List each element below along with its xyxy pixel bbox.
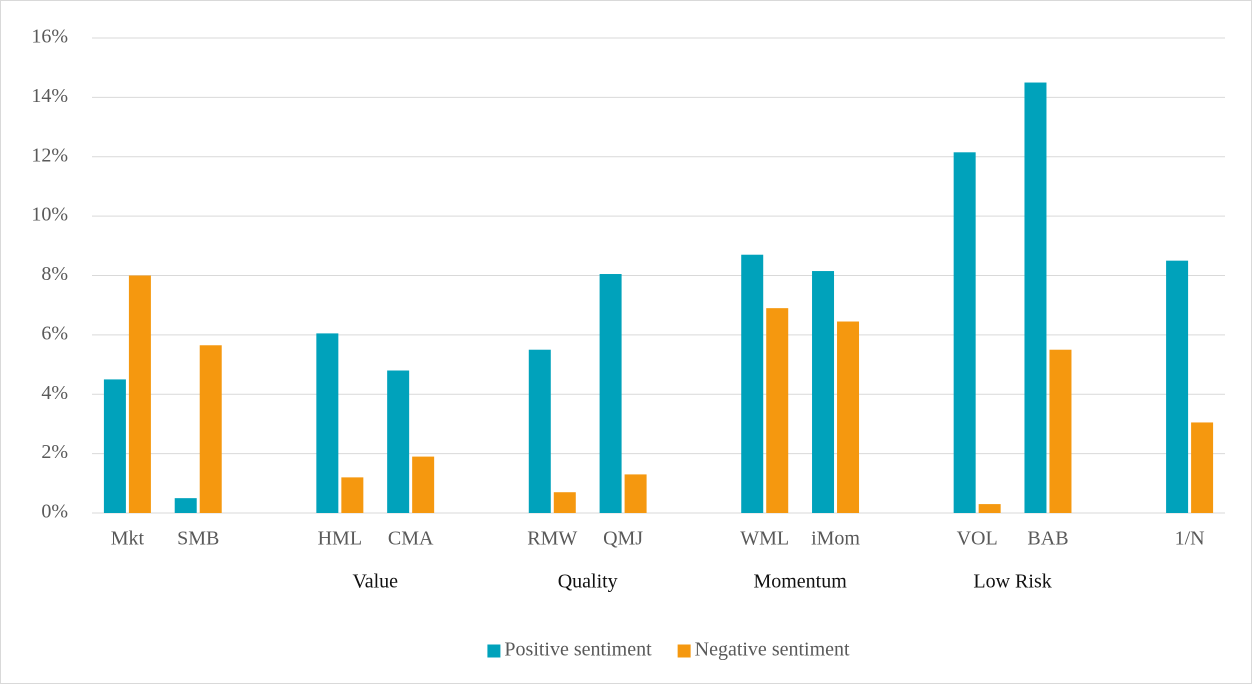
x-tick-label: BAB <box>1027 528 1068 550</box>
bar <box>528 349 551 513</box>
bar <box>837 321 860 513</box>
bar <box>316 333 339 513</box>
y-tick-label: 8% <box>41 263 68 285</box>
x-tick-label: QMJ <box>603 528 643 550</box>
bar <box>1191 422 1214 513</box>
bar <box>599 274 622 513</box>
x-tick-label: VOL <box>957 528 998 550</box>
bar <box>624 474 647 513</box>
group-label: Low Risk <box>973 571 1051 593</box>
group-label: Value <box>352 571 398 593</box>
legend-label: Negative sentiment <box>695 639 850 661</box>
group-label: Momentum <box>753 571 847 593</box>
legend-label: Positive sentiment <box>504 639 652 661</box>
bar <box>812 271 835 513</box>
bar <box>741 254 764 513</box>
bar <box>199 345 222 513</box>
bar <box>412 456 435 513</box>
x-tick-label: CMA <box>388 528 434 550</box>
bar <box>1049 349 1072 513</box>
bar <box>341 477 364 513</box>
x-tick-label: Mkt <box>111 528 145 550</box>
x-tick-label: HML <box>318 528 362 550</box>
y-tick-label: 0% <box>41 501 68 523</box>
group-label: Quality <box>558 571 618 593</box>
x-tick-label: WML <box>740 528 789 550</box>
y-tick-label: 2% <box>41 441 68 463</box>
y-tick-label: 12% <box>31 144 68 166</box>
bar <box>128 275 151 513</box>
bar <box>978 504 1001 513</box>
bar <box>953 152 976 513</box>
y-tick-label: 6% <box>41 322 68 344</box>
bar <box>103 379 126 513</box>
y-tick-label: 14% <box>31 85 68 107</box>
bar <box>387 370 410 513</box>
y-tick-label: 16% <box>31 26 68 48</box>
x-tick-label: iMom <box>811 528 860 550</box>
x-tick-label: RMW <box>527 528 577 550</box>
bar <box>1166 260 1189 513</box>
legend-swatch <box>487 644 501 658</box>
bar <box>1024 82 1047 513</box>
y-tick-label: 4% <box>41 382 68 404</box>
x-tick-label: SMB <box>177 528 219 550</box>
bar <box>766 308 789 513</box>
x-tick-label: 1/N <box>1175 528 1205 550</box>
y-tick-label: 10% <box>31 204 68 226</box>
legend-swatch <box>677 644 691 658</box>
bar <box>553 492 576 513</box>
bar <box>174 498 197 513</box>
